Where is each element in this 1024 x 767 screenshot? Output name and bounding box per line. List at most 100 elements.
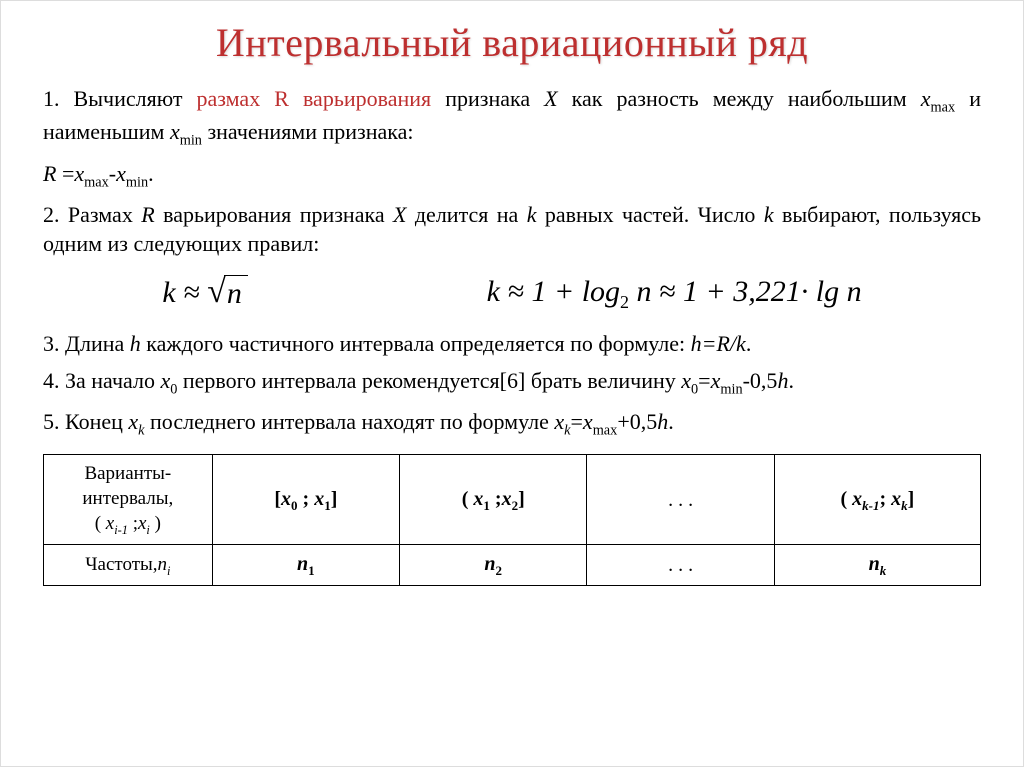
cell-freq-1: n1	[212, 545, 399, 586]
cell-freq-2: n2	[400, 545, 587, 586]
r2c1a: Частоты,	[85, 554, 157, 575]
r2c2-v: n	[297, 553, 308, 575]
eq1-x2s: min	[126, 174, 148, 190]
r2c5-s: k	[880, 563, 887, 578]
p5-xkv: x	[128, 409, 138, 434]
r1c3-open: (	[462, 488, 474, 510]
r1c5-xv: x	[852, 488, 862, 510]
paragraph-1: 1. Вычисляют размах R варьирования призн…	[43, 84, 981, 151]
r1c5-yv: x	[891, 488, 901, 510]
sqrt-box: √n	[207, 275, 248, 312]
p5-t3: +0,5	[617, 409, 657, 434]
p3-formula: h=R/k	[691, 331, 746, 356]
paragraph-4: 4. За начало x0 первого интервала рекоме…	[43, 366, 981, 399]
sqrt-arg: n	[224, 275, 248, 312]
r1c1c-xs: i-1	[114, 523, 128, 537]
p2-t4: равных частей. Число	[536, 202, 763, 227]
eq1-x2v: x	[116, 161, 126, 186]
p5-dot: .	[668, 409, 674, 434]
slide: Интервальный вариационный ряд 1. Вычисля…	[0, 0, 1024, 767]
p5-rhsxkv: x	[554, 409, 564, 434]
r1c1b: интервалы,	[52, 486, 204, 511]
p5-t1: 5. Конец	[43, 409, 128, 434]
p3-t2: каждого частичного интервала определяетс…	[141, 331, 691, 356]
r1c2-xv: x	[281, 488, 291, 510]
eq2-right2: n ≈ 1 + 3,221· lg n	[629, 275, 862, 308]
p4-xminv: x	[711, 368, 721, 393]
eq2-right: k ≈ 1 + log	[487, 275, 620, 308]
cell-ellipsis-2: . . .	[587, 545, 774, 586]
body: 1. Вычисляют размах R варьирования призн…	[43, 84, 981, 586]
r2c3-s: 2	[496, 563, 503, 578]
equation-2-left: k ≈ √n	[162, 273, 247, 313]
p2-t3: делится на	[406, 202, 526, 227]
eq1-x1s: max	[84, 174, 109, 190]
r2c1b-s: i	[167, 564, 170, 578]
paragraph-5: 5. Конец xk последнего интервала находят…	[43, 407, 981, 440]
r1c3-sep: ;	[490, 488, 502, 510]
r1c3-close: ]	[518, 488, 525, 510]
r1c1c-sep: ;	[128, 513, 138, 534]
cell-variants-header: Варианты- интервалы, ( xi-1 ;xi )	[44, 455, 213, 545]
cell-interval-k: ( xk-1; xk]	[774, 455, 980, 545]
p1-xmax-v: x	[921, 86, 931, 111]
eq1-eq: =	[56, 161, 74, 186]
r1c1c-close: )	[150, 513, 161, 534]
p5-xmaxs: max	[593, 422, 618, 438]
equation-2-right: k ≈ 1 + log2 n ≈ 1 + 3,221· lg n	[487, 272, 862, 315]
p5-t2: последнего интервала находят по формуле	[145, 409, 555, 434]
r1c2-yv: x	[314, 488, 324, 510]
cell-ellipsis-1: . . .	[587, 455, 774, 545]
eq1-lhs: R	[43, 161, 56, 186]
r1c3-xv: x	[473, 488, 483, 510]
eq2-log-base: 2	[620, 292, 629, 312]
p4-t1: 4. За начало	[43, 368, 160, 393]
p2-x: X	[393, 202, 406, 227]
r2c2-s: 1	[308, 563, 315, 578]
eq1-minus: -	[109, 161, 116, 186]
r1c1c: ( xi-1 ;xi )	[52, 511, 204, 538]
p1-xmin-v: x	[170, 119, 180, 144]
cell-freq-header: Частоты,ni	[44, 545, 213, 586]
r1c5-open: (	[840, 488, 852, 510]
equation-1: R =xmax-xmin.	[43, 159, 981, 192]
p1-xmax-s: max	[931, 99, 956, 115]
p4-xmins: min	[720, 381, 742, 397]
p4-rhsx0v: x	[681, 368, 691, 393]
r1c1c-xv: x	[106, 513, 114, 534]
equation-2-row: k ≈ √n k ≈ 1 + log2 n ≈ 1 + 3,221· lg n	[43, 272, 981, 315]
eq1-dot: .	[148, 161, 154, 186]
p2-k2: k	[764, 202, 774, 227]
p4-x0v: x	[160, 368, 170, 393]
cell-interval-1: [x0 ; x1]	[212, 455, 399, 545]
p5-eq: =	[571, 409, 583, 434]
r2c1b-v: n	[158, 554, 168, 575]
eq2-left-k: k ≈	[162, 276, 207, 309]
p4-dot: .	[788, 368, 794, 393]
table-row: Варианты- интервалы, ( xi-1 ;xi ) [x0 ; …	[44, 455, 981, 545]
cell-interval-2: ( x1 ;x2]	[400, 455, 587, 545]
p3-dot: .	[746, 331, 752, 356]
p2-k: k	[527, 202, 537, 227]
r2c5-v: n	[869, 553, 880, 575]
r1c2-close: ]	[331, 488, 338, 510]
slide-title: Интервальный вариационный ряд	[43, 19, 981, 66]
p2-r: R	[141, 202, 154, 227]
paragraph-3: 3. Длина h каждого частичного интервала …	[43, 329, 981, 358]
r2c3-v: n	[484, 553, 495, 575]
r1c1c-open: (	[95, 513, 106, 534]
p4-eq: =	[698, 368, 710, 393]
p4-t3: -0,5	[743, 368, 778, 393]
p1-rest1: как разность между наибольшим	[558, 86, 921, 111]
r1c5-close: ]	[908, 488, 915, 510]
p1-mid: признака	[431, 86, 544, 111]
p1-x: X	[544, 86, 557, 111]
p2-t2: варьирования признака	[155, 202, 393, 227]
p1-lead: 1. Вычисляют	[43, 86, 197, 111]
intervals-table: Варианты- интервалы, ( xi-1 ;xi ) [x0 ; …	[43, 454, 981, 586]
p1-rest3: значениями признака:	[202, 119, 414, 144]
p3-h: h	[130, 331, 141, 356]
r1c1a: Варианты-	[52, 461, 204, 486]
p4-t2: первого интервала рекомендуется[6] брать…	[177, 368, 681, 393]
p5-h: h	[657, 409, 668, 434]
